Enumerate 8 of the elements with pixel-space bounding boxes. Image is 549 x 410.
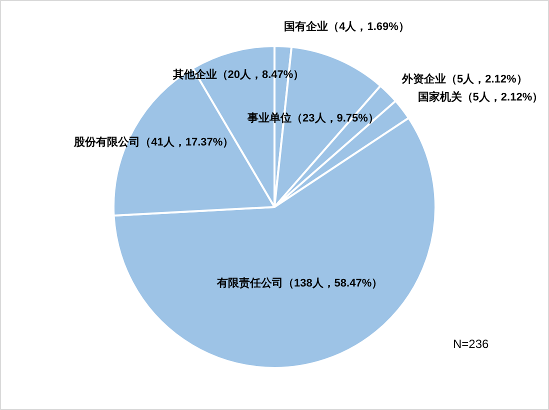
slice-label: 事业单位（23人，9.75%）: [246, 112, 379, 125]
slice-label: 国家机关（5人，2.12%）: [418, 90, 544, 104]
slice-label: 外资企业（5人，2.12%）: [401, 72, 528, 86]
slice-label: 国有企业（4人，1.69%）: [284, 20, 410, 33]
slice-label: 有限责任公司（138人，58.47%）: [216, 276, 383, 290]
text: N=236: [453, 337, 489, 351]
slice-label: 其他企业（20人，8.47%）: [172, 68, 304, 82]
slice-label: 股份有限公司（41人，17.37%）: [73, 135, 234, 148]
